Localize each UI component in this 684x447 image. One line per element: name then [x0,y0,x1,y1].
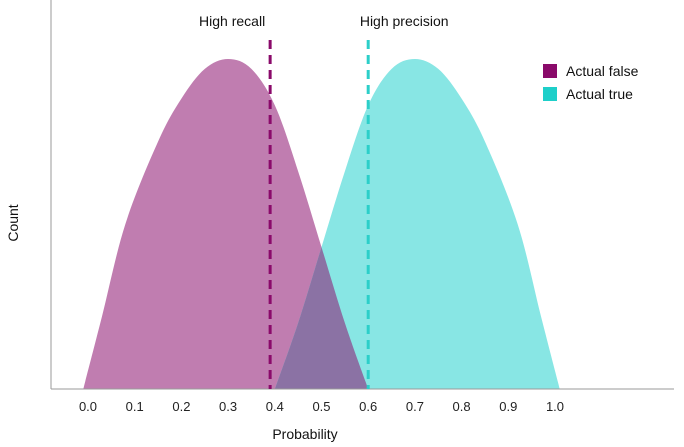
threshold-lines: High recall High precision [199,13,449,389]
legend-label: Actual true [566,86,633,102]
x-tick-label: 1.0 [546,399,564,414]
threshold-label: High precision [360,13,449,29]
legend: Actual false Actual true [543,63,639,102]
x-tick-label: 0.9 [499,399,517,414]
x-tick-label: 0.0 [79,399,97,414]
legend-label: Actual false [566,63,639,79]
x-tick-label: 0.3 [219,399,237,414]
x-tick-label: 0.7 [406,399,424,414]
x-tick-label: 0.8 [453,399,471,414]
area-actual-false [83,59,369,389]
x-tick-label: 0.1 [126,399,144,414]
y-axis-label: Count [5,204,21,241]
x-tick-label: 0.5 [312,399,330,414]
x-tick-labels: 0.0 0.1 0.2 0.3 0.4 0.5 0.6 0.7 0.8 0.9 1.0 [79,399,564,414]
x-tick-label: 0.2 [172,399,190,414]
area-actual-true [274,59,560,389]
x-tick-label: 0.4 [266,399,284,414]
x-axis-label: Probability [272,426,337,442]
legend-swatch [543,87,557,101]
legend-swatch [543,64,557,78]
plot-area [83,59,560,389]
threshold-label: High recall [199,13,265,29]
x-tick-label: 0.6 [359,399,377,414]
